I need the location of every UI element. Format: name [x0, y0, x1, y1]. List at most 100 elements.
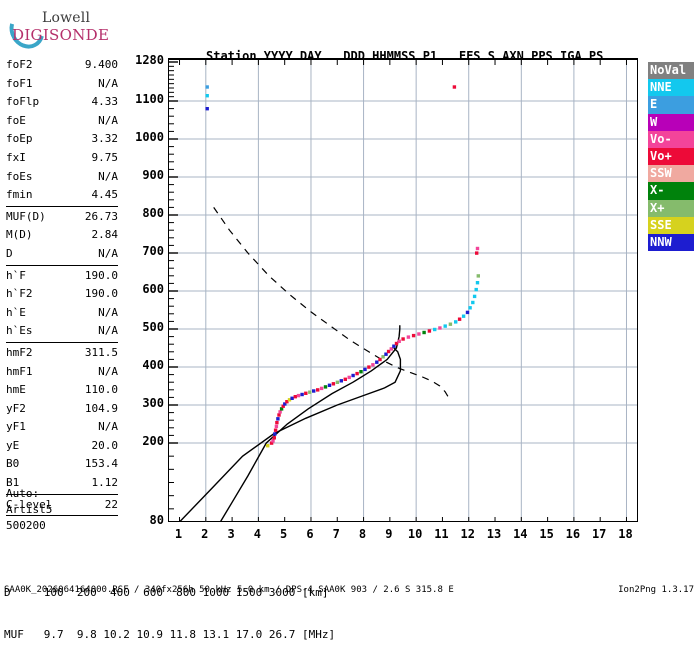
param-row-hf2: h`F2 190.0 — [6, 285, 118, 304]
param-value: 153.4 — [84, 457, 118, 471]
param-row-fof1: foF1 N/A — [6, 75, 118, 94]
echo-point — [308, 390, 312, 394]
echo-point — [381, 355, 385, 359]
legend-item-sse[interactable]: SSE — [648, 216, 694, 234]
param-value: 2.84 — [91, 228, 119, 242]
echo-point — [319, 386, 324, 391]
y-tick-label: 700 — [142, 244, 164, 258]
param-value: 190.0 — [84, 268, 118, 282]
echo-point — [386, 349, 391, 354]
lowell-digisonde-logo: Lowell DIGISONDE — [3, 5, 128, 55]
echo-point — [347, 375, 351, 380]
y-tick-label: 1000 — [135, 130, 164, 144]
y-tick-label: 600 — [142, 282, 164, 296]
legend-item-ssw[interactable]: SSW — [648, 165, 694, 183]
echo-point — [278, 410, 282, 414]
legend-item-nnw[interactable]: NNW — [648, 233, 694, 252]
echo-point — [339, 379, 343, 383]
param-row-yf1: yF1 N/A — [6, 418, 118, 437]
param-row-d: D N/A — [6, 245, 118, 264]
y-axis-height-km: 80 200 300 400 500 600 700 800 900 1000 1100 1280 — [120, 53, 164, 527]
param-key: fmin — [6, 188, 33, 202]
legend-item-vo[interactable]: Vo+ — [648, 147, 694, 166]
param-row-hme: hmE 110.0 — [6, 381, 118, 400]
legend-item-e[interactable]: E — [648, 96, 694, 114]
echo-point — [355, 371, 359, 376]
echo-point — [316, 388, 320, 392]
echo-point — [351, 373, 355, 378]
echo-point — [476, 274, 480, 278]
muf-frequency-row: MUF 9.7 9.8 10.2 10.9 11.8 13.1 17.0 26.… — [4, 628, 336, 641]
echo-point — [465, 310, 470, 315]
ionogram-plot-area[interactable] — [168, 58, 638, 522]
echo-point — [461, 314, 466, 318]
echo-point — [274, 424, 279, 429]
legend-item-x[interactable]: X- — [648, 182, 694, 200]
param-value: 104.9 — [84, 401, 118, 415]
param-key: hmE — [6, 383, 26, 397]
echo-point — [392, 344, 396, 348]
param-value: N/A — [98, 364, 118, 378]
echo-point — [472, 294, 477, 299]
param-row-foep: foEp 3.32 — [6, 130, 118, 149]
legend-item-nne[interactable]: NNE — [648, 79, 694, 97]
y-tick-label: 800 — [142, 206, 164, 220]
param-key: M(D) — [6, 228, 33, 242]
param-value: N/A — [98, 305, 118, 319]
param-key: fxI — [6, 150, 26, 164]
param-row-fof2: foF2 9.400 — [6, 56, 118, 75]
param-value: 20.0 — [91, 438, 119, 452]
x-tick-label: 14 — [513, 527, 528, 541]
param-value: 22 — [104, 497, 118, 511]
param-key: yF1 — [6, 420, 26, 434]
legend-item-noval[interactable]: NoVal — [648, 62, 694, 80]
param-value: 1.12 — [91, 476, 119, 490]
echo-point — [287, 398, 292, 402]
param-key: C-level — [6, 497, 53, 511]
echo-point — [273, 432, 277, 436]
echo-point — [331, 382, 336, 386]
legend-item-w[interactable]: W — [648, 113, 694, 131]
x-tick-label: 3 — [227, 527, 235, 541]
param-value: 4.45 — [91, 188, 119, 202]
param-row-hmf2: hmF2 311.5 — [6, 344, 118, 363]
echo-point — [394, 341, 399, 346]
polarization-direction-legend[interactable]: NoVal NNE E W Vo- Vo+ SSW X- X+ SSE NNW — [648, 62, 694, 252]
echo-point — [454, 320, 458, 324]
muf-distance-row: D 100 200 400 600 800 1000 1500 3000 [km… — [4, 586, 329, 599]
echo-point — [433, 327, 437, 332]
x-tick-label: 15 — [539, 527, 554, 541]
echo-point — [371, 363, 375, 367]
param-key: h`F — [6, 268, 26, 282]
logo-lowell-text: Lowell — [42, 10, 91, 26]
param-key: MUF(D) — [6, 209, 46, 223]
param-row-he: h`E N/A — [6, 304, 118, 323]
auto-code: 500200 — [6, 519, 46, 532]
param-group-divider — [6, 515, 118, 517]
echo-point — [406, 335, 411, 339]
echo-point — [304, 391, 308, 395]
param-group-divider — [6, 264, 118, 266]
param-key: foFlp — [6, 95, 40, 109]
x-tick-label: 18 — [618, 527, 633, 541]
ionospheric-parameters-table: foF2 9.400 foF1 N/A foFlp 4.33 foE N/A foEp 3.32 f… — [6, 56, 118, 517]
logo-digisonde-text: DIGISONDE — [12, 26, 110, 44]
param-key: h`E — [6, 305, 26, 319]
echo-point — [384, 352, 388, 356]
y-tick-label: 400 — [142, 358, 164, 372]
param-value: N/A — [98, 76, 118, 90]
param-value: 190.0 — [84, 287, 118, 301]
muf-distance-table: D 100 200 400 600 800 1000 1500 3000 [km… — [4, 558, 335, 656]
electron-density-profile-upper — [219, 325, 401, 522]
y-tick-label: 80 — [149, 513, 164, 527]
legend-item-x[interactable]: X+ — [648, 199, 694, 217]
echo-point — [389, 347, 393, 351]
echo-point — [475, 281, 480, 285]
echo-point — [452, 85, 457, 89]
x-tick-label: 7 — [332, 527, 340, 541]
param-key: hmF2 — [6, 345, 33, 359]
param-row-foes: foEs N/A — [6, 168, 118, 187]
param-row-fxi: fxI 9.75 — [6, 149, 118, 168]
legend-item-vo[interactable]: Vo- — [648, 130, 694, 148]
param-row-hf: h`F 190.0 — [6, 267, 118, 286]
